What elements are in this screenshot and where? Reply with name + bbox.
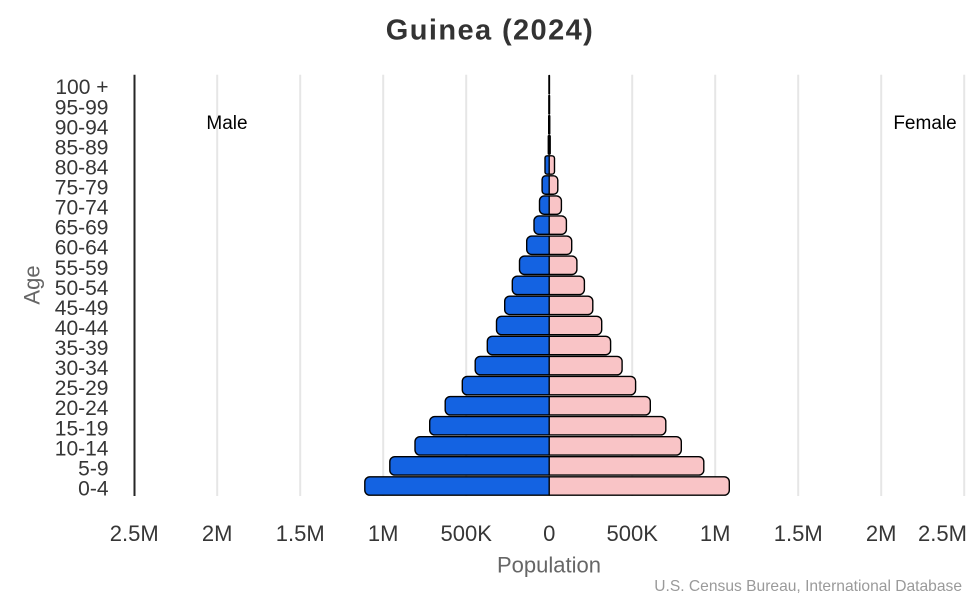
svg-text:Female: Female — [893, 113, 956, 134]
svg-text:1M: 1M — [700, 521, 731, 546]
svg-text:70-74: 70-74 — [55, 197, 109, 220]
svg-text:45-49: 45-49 — [55, 297, 109, 320]
svg-text:0: 0 — [543, 521, 555, 546]
svg-text:2M: 2M — [866, 521, 897, 546]
svg-text:60-64: 60-64 — [55, 237, 109, 260]
svg-text:Population: Population — [497, 553, 601, 578]
svg-text:75-79: 75-79 — [55, 177, 109, 200]
svg-text:Male: Male — [206, 113, 247, 134]
svg-text:85-89: 85-89 — [55, 136, 109, 159]
svg-text:65-69: 65-69 — [55, 217, 109, 240]
svg-text:55-59: 55-59 — [55, 257, 109, 280]
svg-text:Guinea (2024): Guinea (2024) — [386, 15, 594, 47]
svg-text:5-9: 5-9 — [78, 457, 108, 480]
svg-text:20-24: 20-24 — [55, 397, 109, 420]
svg-text:Age: Age — [20, 265, 45, 304]
svg-text:2M: 2M — [202, 521, 233, 546]
svg-text:35-39: 35-39 — [55, 337, 109, 360]
svg-text:U.S. Census Bureau, Internatio: U.S. Census Bureau, International Databa… — [654, 578, 962, 595]
svg-text:40-44: 40-44 — [55, 317, 109, 340]
svg-text:0-4: 0-4 — [78, 478, 109, 501]
svg-text:95-99: 95-99 — [55, 96, 109, 119]
svg-text:10-14: 10-14 — [55, 437, 109, 460]
svg-text:25-29: 25-29 — [55, 377, 109, 400]
svg-text:2.5M: 2.5M — [918, 521, 967, 546]
svg-text:1.5M: 1.5M — [774, 521, 823, 546]
svg-text:15-19: 15-19 — [55, 417, 109, 440]
svg-text:80-84: 80-84 — [55, 157, 109, 180]
svg-text:50-54: 50-54 — [55, 277, 109, 300]
svg-text:90-94: 90-94 — [55, 116, 109, 139]
svg-text:2.5M: 2.5M — [110, 521, 159, 546]
svg-text:30-34: 30-34 — [55, 357, 109, 380]
svg-text:1M: 1M — [368, 521, 399, 546]
svg-text:1.5M: 1.5M — [276, 521, 325, 546]
svg-text:500K: 500K — [607, 521, 659, 546]
svg-text:500K: 500K — [441, 521, 493, 546]
svg-text:100 +: 100 + — [55, 76, 108, 99]
